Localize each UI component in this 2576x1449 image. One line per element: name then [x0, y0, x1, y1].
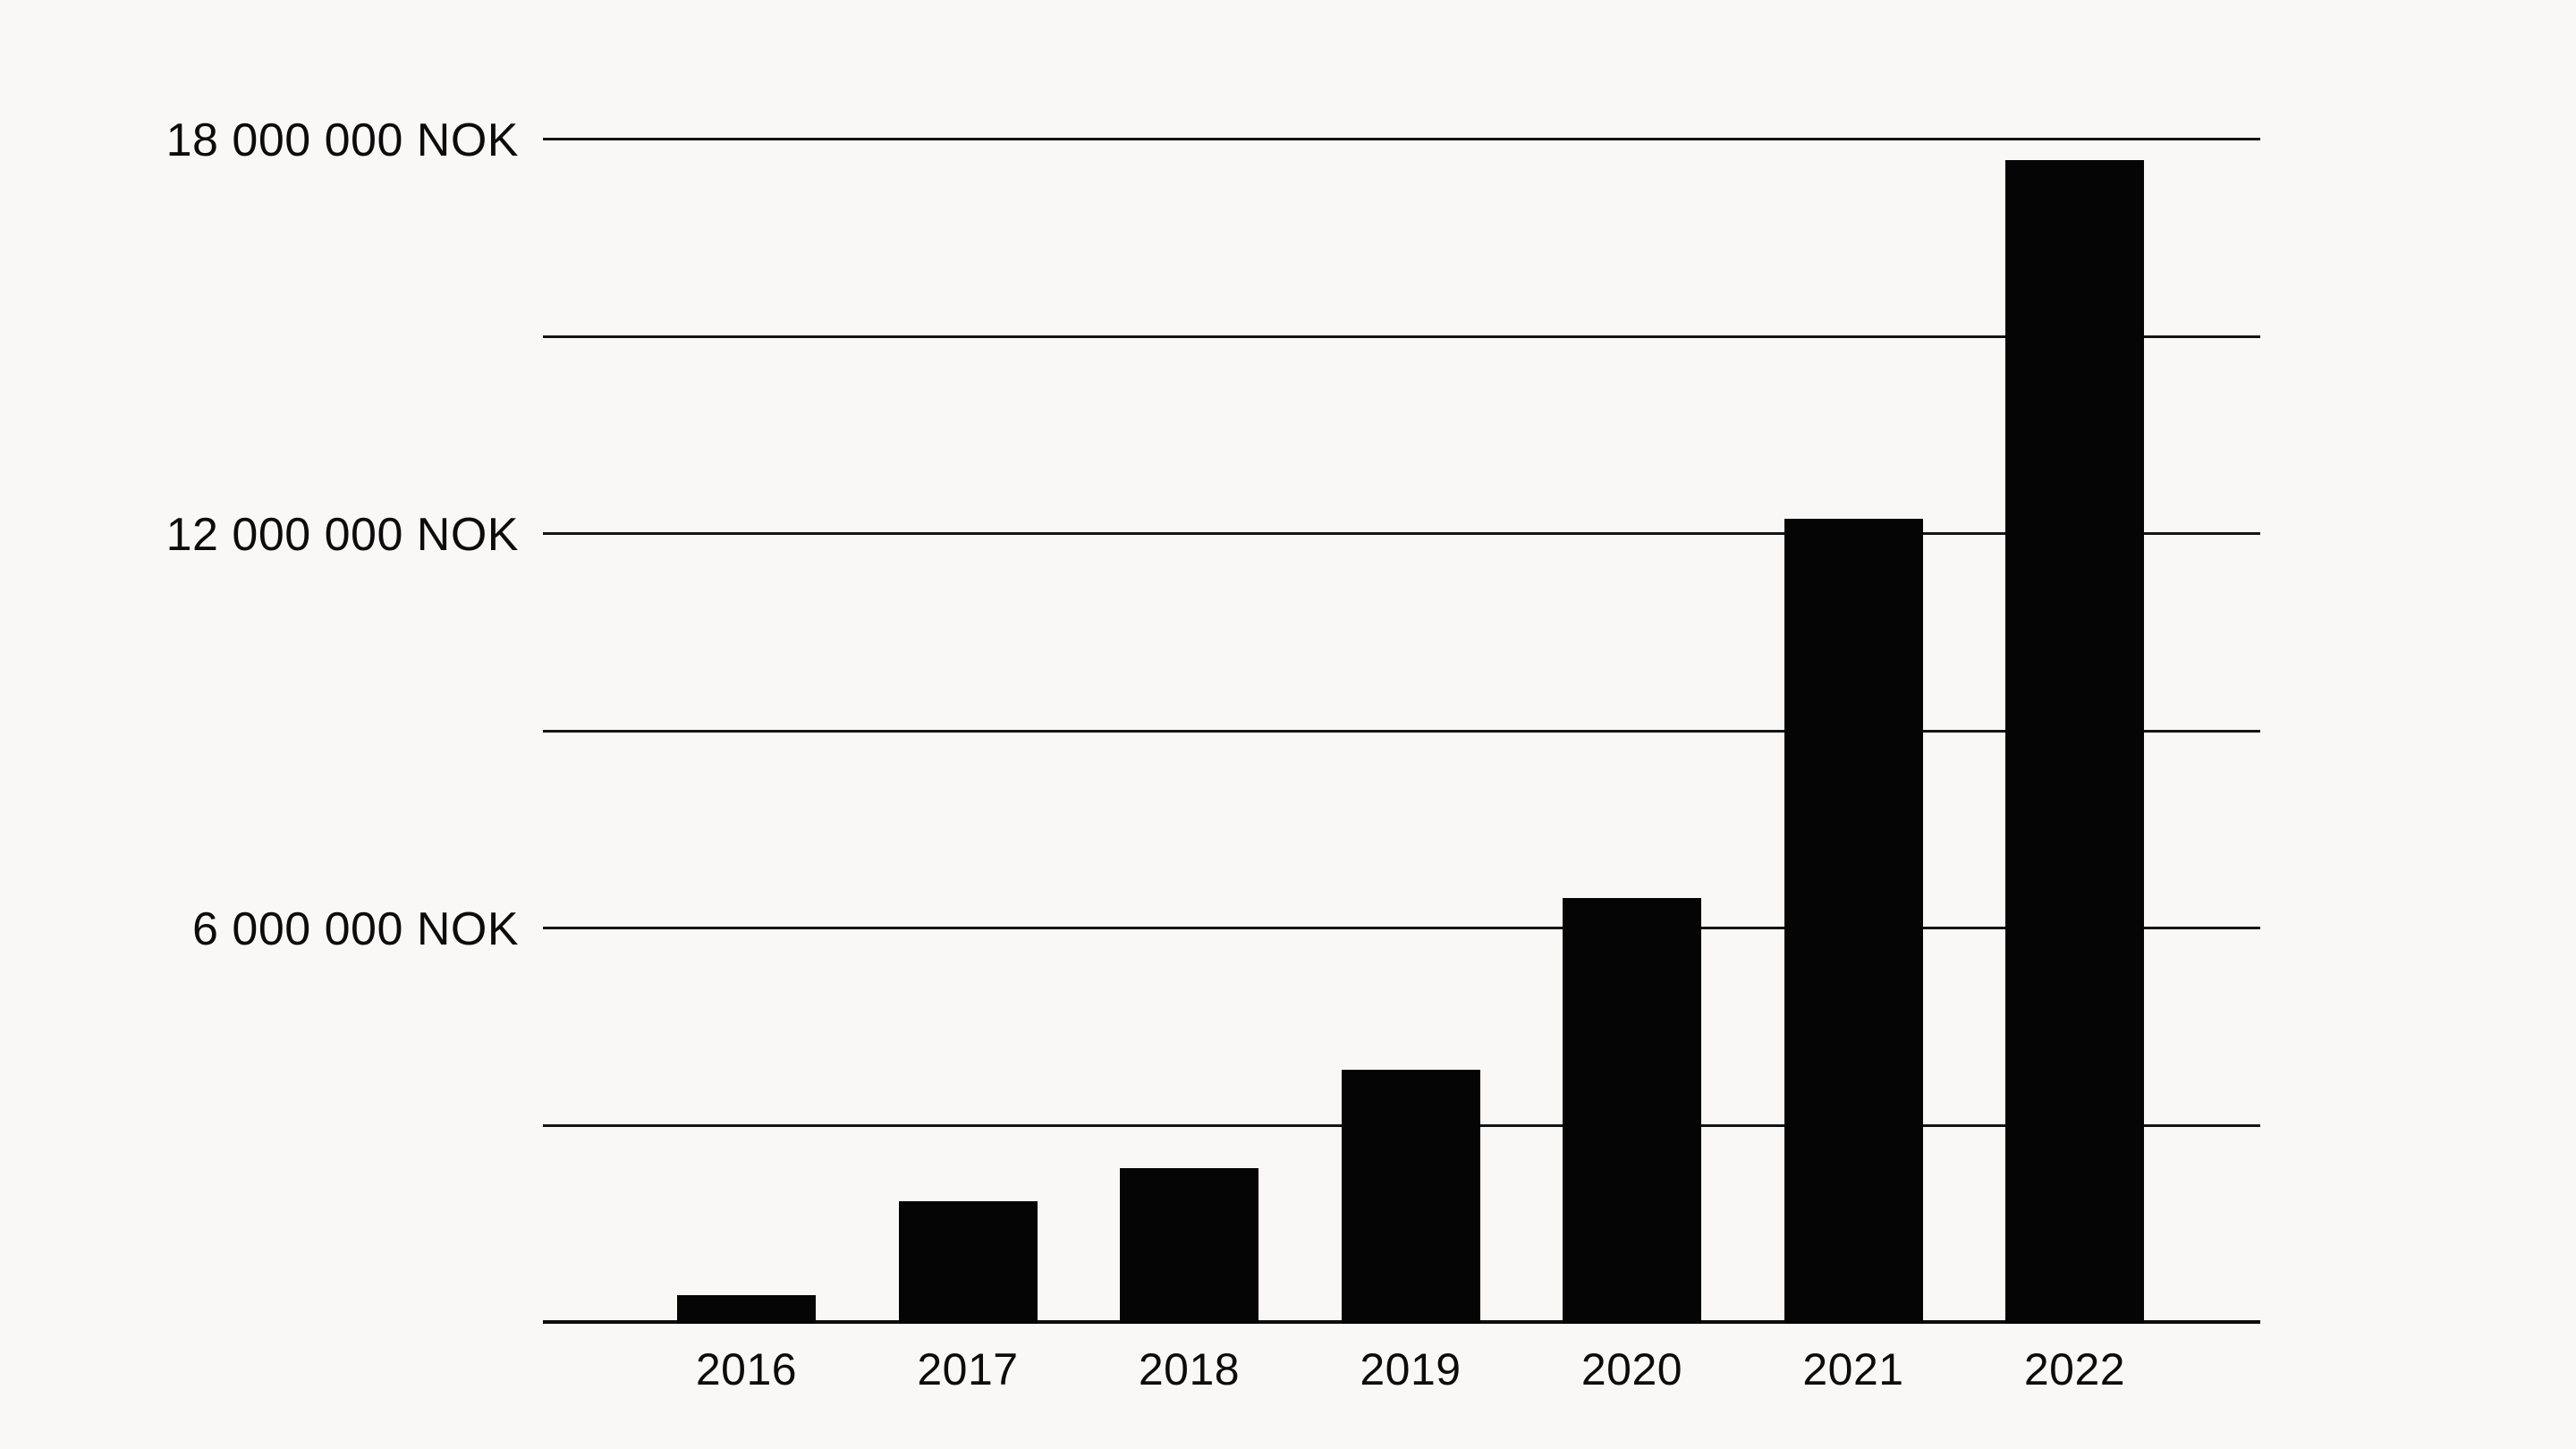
bar-2016: [677, 1295, 816, 1324]
gridline: [543, 729, 2260, 733]
bar-column-2021: 2021: [1784, 140, 1923, 1394]
bar-column-2022: 2022: [2005, 140, 2144, 1394]
bar-2021: [1784, 518, 1923, 1324]
bar-2018: [1120, 1167, 1258, 1324]
bar-2019: [1341, 1070, 1480, 1324]
gridline: [543, 138, 2260, 140]
bar-column-2019: 2019: [1341, 140, 1480, 1394]
bar-column-2016: 2016: [677, 140, 816, 1394]
bar-column-2018: 2018: [1120, 140, 1258, 1394]
gridline: [543, 927, 2260, 929]
y-axis-tick-labels: 6 000 000 NOK 12 000 000 NOK 18 000 000 NO…: [0, 114, 519, 1324]
y-tick-label: 12 000 000 NOK: [165, 509, 519, 561]
y-tick-label: 18 000 000 NOK: [165, 114, 519, 166]
gridline: [543, 532, 2260, 535]
bar-2017: [898, 1201, 1038, 1324]
gridline: [543, 335, 2260, 338]
x-tick-label: 2022: [2023, 1344, 2126, 1394]
x-tick-label: 2021: [1802, 1344, 1904, 1394]
bar-2022: [2005, 160, 2144, 1324]
bar-column-2020: 2020: [1563, 140, 1701, 1394]
x-tick-label: 2020: [1580, 1344, 1683, 1394]
x-tick-label: 2018: [1138, 1344, 1241, 1394]
x-tick-label: 2016: [695, 1344, 798, 1394]
bar-2020: [1563, 898, 1701, 1324]
x-tick-label: 2017: [917, 1344, 1019, 1394]
plot-area: 2016 2017 2018 2019 2020 2021 2022: [543, 138, 2260, 1394]
x-tick-label: 2019: [1360, 1344, 1462, 1394]
bars-layer: 2016 2017 2018 2019 2020 2021 2022: [543, 140, 2260, 1394]
bar-column-2017: 2017: [898, 140, 1038, 1394]
y-tick-label: 6 000 000 NOK: [192, 903, 519, 955]
